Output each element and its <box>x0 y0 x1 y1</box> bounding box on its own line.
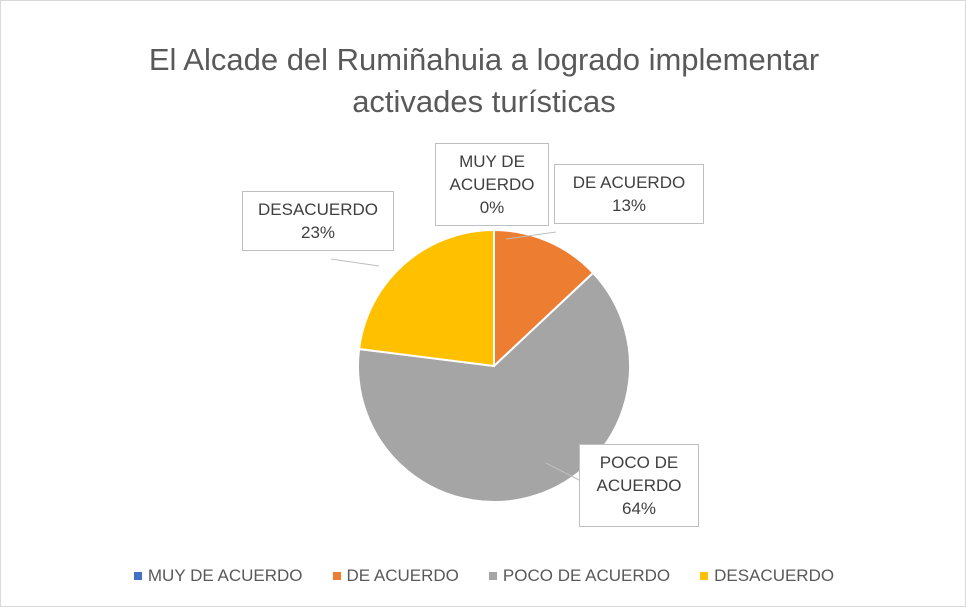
data-label-value: 64% <box>621 499 657 518</box>
data-label-value: 23% <box>300 223 336 242</box>
legend-marker <box>488 572 497 580</box>
leader-line <box>330 258 380 267</box>
data-label-value: 13% <box>611 196 647 215</box>
legend-marker <box>133 572 142 580</box>
legend-label: DESACUERDO <box>714 566 835 585</box>
legend-item: POCO DE ACUERDO <box>488 566 671 586</box>
legend-item: DESACUERDO <box>700 566 834 586</box>
data-label-category: DE ACUERDO <box>572 173 686 192</box>
data-label: DESACUERDO 23% <box>242 191 394 251</box>
leader-line <box>505 231 557 240</box>
data-label: MUY DE ACUERDO 0% <box>435 143 549 226</box>
pie-slice <box>493 228 595 369</box>
data-label-category: POCO DE ACUERDO <box>596 453 682 495</box>
pie-slice <box>357 228 495 368</box>
data-label-category: DESACUERDO <box>258 200 378 219</box>
data-label: DE ACUERDO 13% <box>554 164 704 224</box>
data-label: POCO DE ACUERDO 64% <box>579 444 699 527</box>
chart-title: El Alcade del Rumiñahuia a logrado imple… <box>148 42 820 119</box>
legend-label: POCO DE ACUERDO <box>502 566 671 585</box>
data-label-category: MUY DE ACUERDO <box>449 152 535 194</box>
legend-label: DE ACUERDO <box>346 566 459 585</box>
data-label-value: 0% <box>479 198 505 217</box>
legend-item: MUY DE ACUERDO <box>133 566 303 586</box>
pie-slice <box>357 271 631 503</box>
legend-label: MUY DE ACUERDO <box>147 566 303 585</box>
legend-marker <box>332 572 341 580</box>
legend: MUY DE ACUERDO DE ACUERDO POCO DE ACUERDO D… <box>1 566 966 586</box>
leader-line <box>545 462 582 482</box>
legend-marker <box>700 572 709 580</box>
leader-lines <box>330 231 582 482</box>
legend-item: DE ACUERDO <box>332 566 459 586</box>
